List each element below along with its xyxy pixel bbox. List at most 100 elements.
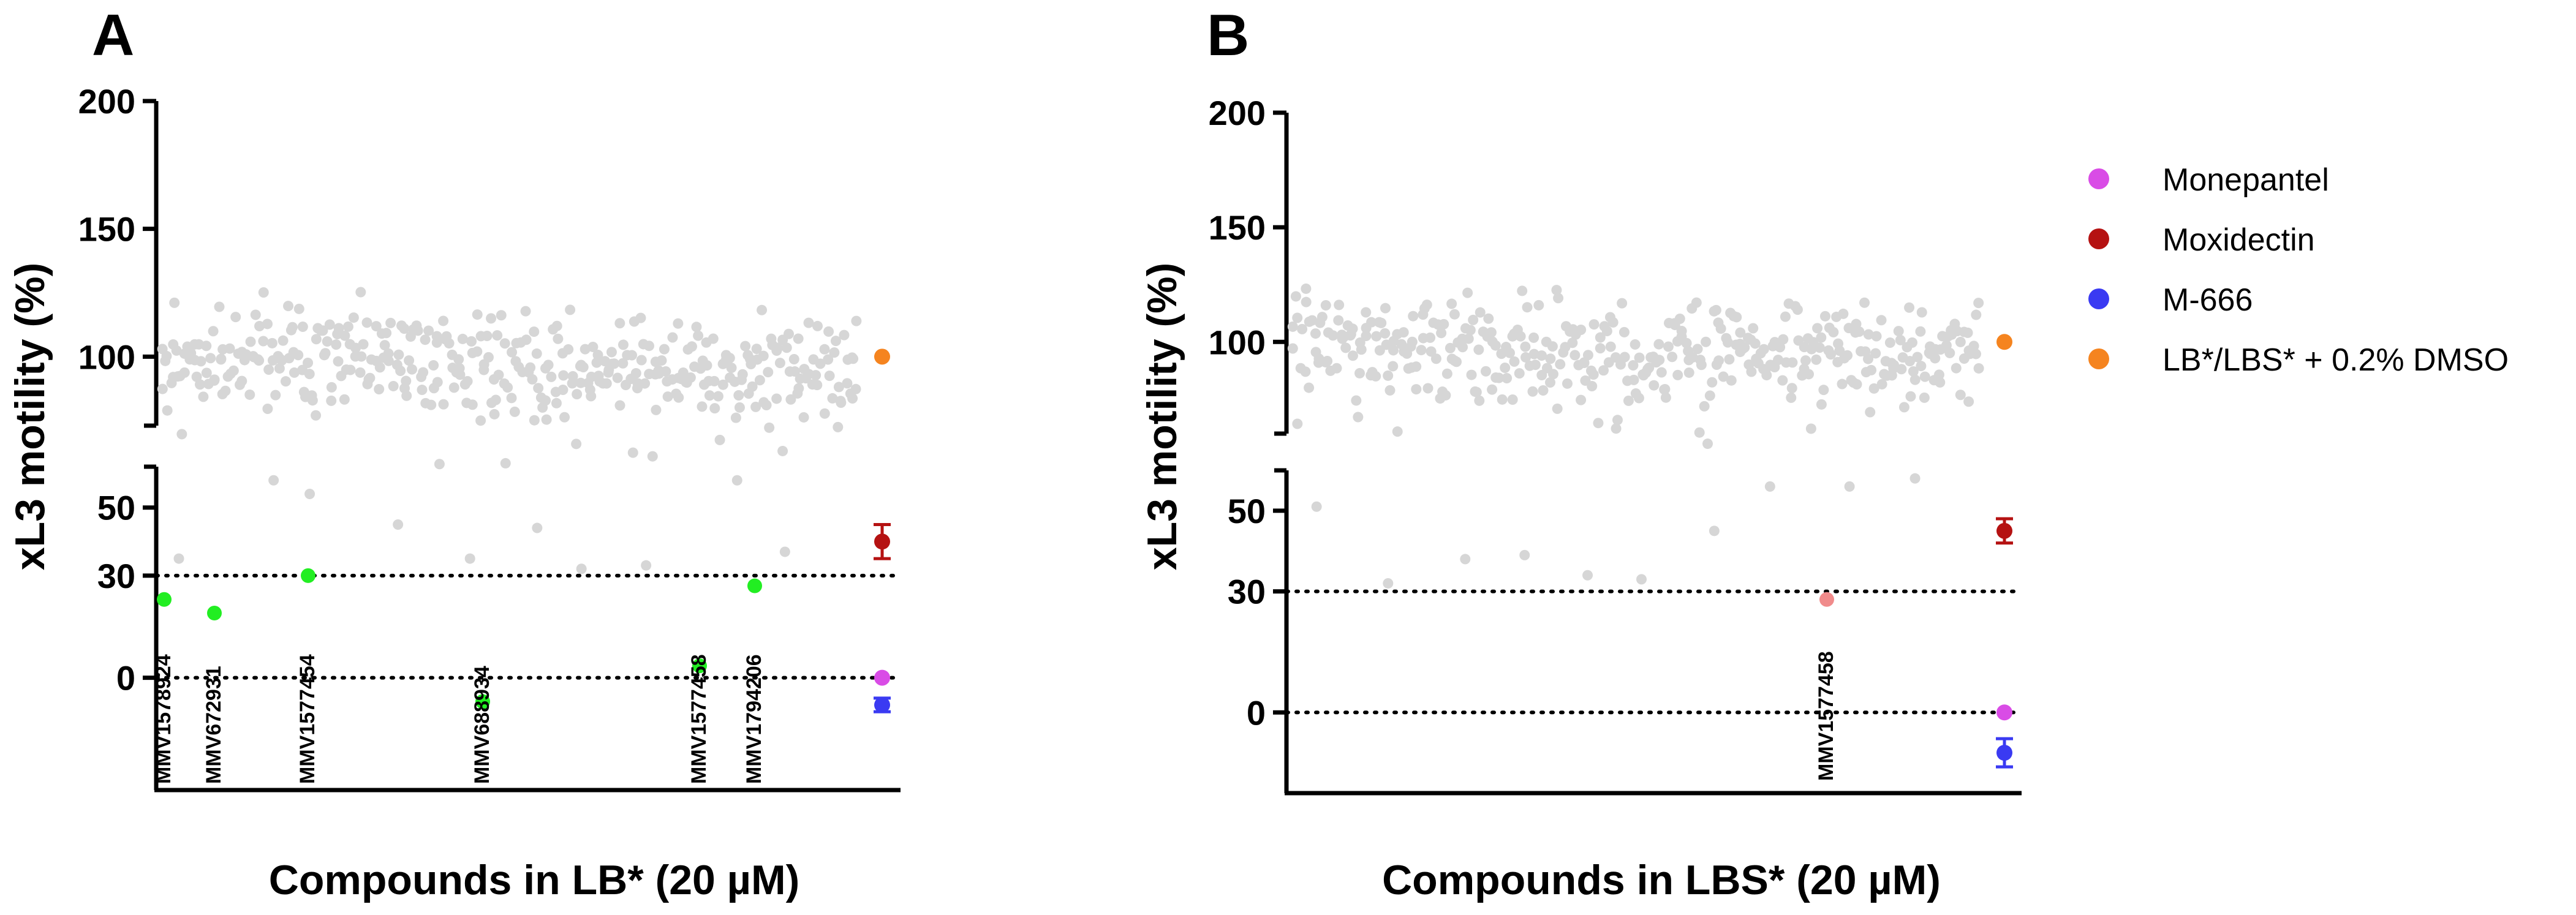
- panel-b-compound-point: [1971, 309, 1982, 320]
- panel-a-compound-point: [609, 358, 620, 369]
- panel-a-compound-point: [374, 384, 385, 395]
- panel-b-compound-point: [1411, 361, 1422, 372]
- panel-b-compound-point: [1777, 375, 1788, 386]
- panel-a-compound-point: [307, 395, 318, 406]
- panel-b-compound-point: [1628, 374, 1639, 385]
- panel-b-compound-point: [1876, 378, 1887, 390]
- panel-a-compound-point: [289, 367, 300, 378]
- panel-a-compound-point: [342, 321, 353, 332]
- panel-a-y-tick-label: 100: [78, 337, 135, 376]
- panel-a-compound-point: [407, 364, 418, 375]
- panel-a-compound-point: [428, 360, 439, 371]
- panel-b-compound-point: [1440, 390, 1451, 401]
- panel-a-hit-point: [747, 578, 762, 593]
- panel-b-compound-point: [1408, 311, 1419, 322]
- panel-b-compound-point: [1331, 363, 1342, 374]
- panel-a-compound-point: [472, 309, 483, 320]
- panel-b-compound-point: [1569, 350, 1581, 361]
- panel-b-compound-point: [1507, 394, 1518, 405]
- panel-b-compound-point: [1691, 297, 1702, 308]
- panel-a-compound-point: [754, 375, 765, 386]
- panel-a-compound-point: [500, 457, 511, 469]
- panel-a-compound-point: [297, 321, 308, 332]
- panel-b-compound-point: [1912, 352, 1923, 363]
- panel-b-compound-point: [1471, 386, 1482, 397]
- panel-b-compound-point: [1361, 330, 1372, 341]
- panel-a-compound-point: [262, 318, 273, 329]
- panel-a-compound-point: [216, 354, 227, 365]
- panel-a-compound-point: [179, 367, 190, 378]
- panel-b-compound-point: [1617, 298, 1628, 309]
- panel-b-compound-point: [1388, 361, 1399, 372]
- panel-a-compound-point: [558, 370, 569, 381]
- panel-a-compound-point: [842, 378, 853, 389]
- panel-b-compound-point: [1449, 309, 1460, 320]
- panel-b-compound-point: [1483, 313, 1494, 324]
- panel-b-compound-point: [1707, 377, 1718, 388]
- panel-a-compound-point: [268, 475, 279, 486]
- panel-a-compound-point: [171, 345, 182, 356]
- panel-b-compound-point: [1520, 352, 1532, 363]
- panel-b-compound-point: [1865, 407, 1876, 418]
- panel-b-compound-point: [1761, 370, 1772, 381]
- panel-a-compound-point: [381, 328, 392, 339]
- panel-b-compound-point: [1905, 391, 1916, 402]
- panel-b-compound-point: [1644, 362, 1655, 373]
- panel-b-compound-point: [1893, 326, 1904, 337]
- panel-b-compound-point: [1935, 377, 1946, 388]
- panel-b-compound-point: [1804, 369, 1815, 380]
- panel-a-compound-point: [734, 402, 745, 413]
- panel-b-compound-point: [1361, 307, 1372, 318]
- panel-b-compound-point: [1538, 385, 1549, 396]
- panel-b-compound-point: [1353, 412, 1364, 423]
- panel-a-compound-point: [823, 354, 834, 365]
- panel-a-compound-point: [482, 331, 493, 342]
- panel-a-compound-point: [507, 347, 518, 358]
- panel-a-compound-point: [426, 399, 437, 410]
- panel-a-compound-point: [823, 326, 834, 337]
- panel-a-hit-label: MMV1578924: [152, 654, 175, 784]
- panel-a-compound-point: [208, 326, 219, 337]
- panel-b-compound-point: [1649, 380, 1660, 391]
- panel-a-compound-point: [404, 355, 415, 366]
- panel-a-compound-point: [374, 362, 385, 373]
- panel-a-compound-point: [764, 422, 775, 433]
- panel-b-compound-point: [1898, 402, 1909, 413]
- panel-b-compound-point: [1436, 328, 1447, 339]
- panel-a-compound-point: [317, 325, 328, 336]
- panel-a-hit-label: MMV1577458: [687, 654, 711, 784]
- panel-b-compound-point: [1819, 311, 1830, 322]
- panel-b-compound-point: [1605, 341, 1616, 352]
- panel-a-compound-point: [173, 553, 184, 564]
- panel-b-compound-point: [1916, 307, 1927, 318]
- panel-b-compound-point: [1834, 345, 1845, 356]
- panel-a-compound-point: [812, 380, 823, 391]
- panel-a-compound-point: [824, 371, 835, 382]
- panel-b-compound-point: [1371, 331, 1382, 342]
- panel-a-compound-point: [712, 391, 723, 402]
- panel-a-compound-point: [209, 374, 220, 385]
- panel-a-compound-point: [326, 382, 337, 393]
- panel-a-compound-point: [740, 341, 751, 352]
- panel-b-compound-point: [1307, 315, 1318, 326]
- panel-a-compound-point: [641, 560, 652, 571]
- panel-a-compound-point: [252, 354, 263, 365]
- panel-b-control-point: [1996, 745, 2012, 761]
- panel-a-compound-point: [194, 379, 205, 390]
- panel-a-compound-point: [244, 389, 255, 400]
- panel-a-compound-point: [431, 337, 442, 348]
- panel-b-compound-point: [1919, 371, 1930, 382]
- panel-b-compound-point: [1416, 345, 1427, 356]
- panel-a-compound-point: [774, 358, 785, 369]
- panel-a-compound-point: [493, 369, 504, 380]
- panel-a-compound-point: [591, 357, 602, 368]
- panel-a-compound-point: [311, 410, 322, 421]
- legend-marker: [2088, 228, 2109, 249]
- panel-a-compound-point: [230, 312, 241, 323]
- panel-a-compound-point: [420, 334, 431, 345]
- panel-b-compound-point: [1618, 326, 1630, 337]
- panel-a-compound-point: [541, 414, 552, 425]
- panel-a-compound-point: [496, 310, 507, 321]
- panel-b-letter: B: [1207, 2, 1249, 68]
- panel-a-compound-point: [601, 378, 612, 389]
